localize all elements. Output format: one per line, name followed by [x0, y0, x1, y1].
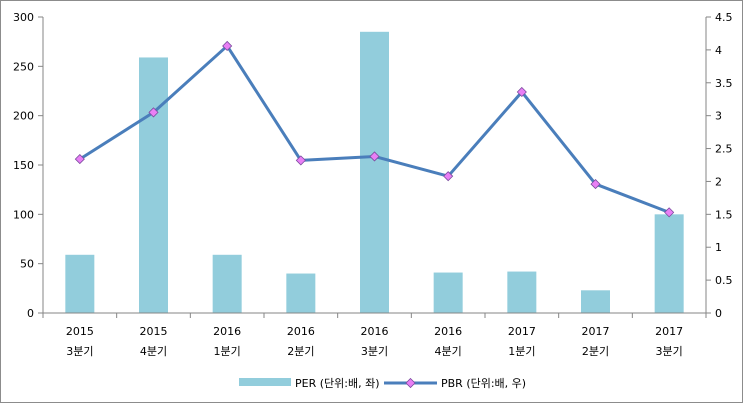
pbr-point-8 — [664, 207, 675, 218]
x-label-year-8: 2017 — [655, 325, 683, 338]
y-right-tick-label-2: 1 — [715, 241, 722, 254]
per-bar-3 — [286, 273, 316, 313]
y-left-tick-label-1: 50 — [20, 258, 34, 271]
pbr-line — [74, 40, 675, 218]
legend-swatch-per — [239, 378, 291, 386]
x-label-quarter-1: 4분기 — [140, 345, 167, 358]
x-label-year-5: 2016 — [434, 325, 462, 338]
x-label-year-2: 2016 — [213, 325, 241, 338]
per-bar-7 — [581, 290, 610, 313]
y-right-tick-label-4: 2 — [715, 175, 722, 188]
y-left-tick-label-3: 150 — [13, 159, 34, 172]
axes: 0 50 100 150 200 250 300 0 0.5 1 1.5 2 2.5 3 3.5 4 4.5 20… — [13, 11, 733, 358]
y-right-tick-label-8: 4 — [715, 44, 722, 57]
x-label-year-6: 2017 — [508, 325, 536, 338]
y-right-tick-label-0: 0 — [715, 307, 722, 320]
pbr-point-7 — [590, 179, 601, 190]
x-label-quarter-0: 3분기 — [66, 345, 93, 358]
per-bar-0 — [65, 254, 95, 313]
y-right-tick-label-9: 4.5 — [715, 11, 733, 24]
legend-marker-pbr — [405, 377, 416, 389]
x-label-year-7: 2017 — [582, 325, 610, 338]
legend-label-per: PER (단위:배, 좌) — [295, 377, 380, 390]
per-bar-4 — [360, 31, 389, 314]
per-bar-6 — [507, 271, 537, 313]
y-right-tick-label-3: 1.5 — [715, 208, 733, 221]
x-label-year-1: 2015 — [140, 325, 168, 338]
y-left-tick-label-2: 100 — [13, 208, 34, 221]
pbr-point-4 — [369, 151, 380, 162]
x-label-year-3: 2016 — [287, 325, 315, 338]
per-bar-8 — [654, 214, 684, 313]
pbr-point-1 — [148, 107, 159, 118]
y-right-tick-label-7: 3.5 — [715, 77, 733, 90]
pbr-point-3 — [295, 155, 306, 166]
pbr-point-6 — [516, 86, 527, 98]
pbr-point-0 — [74, 154, 85, 165]
x-label-year-4: 2016 — [361, 325, 389, 338]
per-bar-1 — [139, 57, 168, 313]
y-left-tick-label-6: 300 — [13, 11, 34, 24]
x-label-quarter-7: 2분기 — [582, 345, 609, 358]
legend-label-pbr: PBR (단위:배, 우) — [441, 377, 526, 390]
per-bars — [65, 31, 684, 314]
y-right-tick-label-6: 3 — [715, 110, 722, 123]
pbr-point-2 — [222, 40, 233, 52]
legend: PER (단위:배, 좌) PBR (단위:배, 우) — [239, 377, 526, 390]
x-label-quarter-4: 3분기 — [361, 345, 388, 358]
x-label-quarter-6: 1분기 — [508, 345, 535, 358]
y-right-tick-label-5: 2.5 — [715, 143, 733, 156]
y-left-tick-label-0: 0 — [27, 307, 34, 320]
per-bar-2 — [212, 254, 242, 313]
x-label-quarter-3: 2분기 — [287, 345, 314, 358]
pbr-point-5 — [443, 171, 454, 182]
per-bar-5 — [433, 272, 463, 313]
y-right-tick-label-1: 0.5 — [715, 274, 733, 287]
x-label-quarter-8: 3분기 — [656, 345, 683, 358]
x-label-quarter-2: 1분기 — [214, 345, 241, 358]
y-left-tick-label-4: 200 — [13, 110, 34, 123]
x-label-year-0: 2015 — [66, 325, 94, 338]
y-left-tick-label-5: 250 — [13, 60, 34, 73]
x-label-quarter-5: 4분기 — [435, 345, 462, 358]
